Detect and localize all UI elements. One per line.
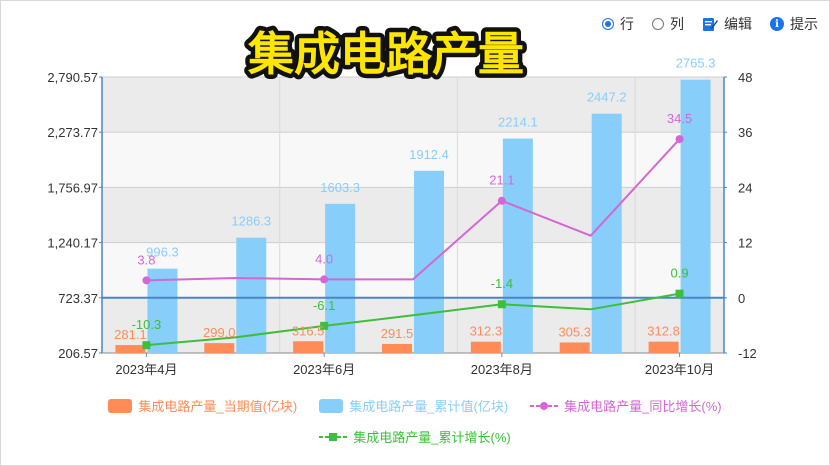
bar-current [115,345,146,353]
left-tick-label: 2,790.57 [47,70,98,85]
data-label-cum-growth: 0.9 [671,266,689,281]
x-tick-label: 2023年10月 [645,362,714,377]
point-cum-growth [320,321,329,330]
point-yoy [675,135,684,144]
legend-label-cum-growth: 集成电路产量_累计增长(%) [353,430,511,445]
edit-button[interactable]: 编辑 [702,14,752,34]
data-label-cumulative: 996.3 [146,245,179,260]
right-tick-label: 24 [738,180,752,195]
data-label-cumulative: 1912.4 [409,147,449,162]
right-tick-label: 12 [738,236,752,251]
bar-cumulative [414,170,444,353]
left-tick-label: 1,240.17 [47,236,98,251]
data-label-current: 305.3 [558,324,591,339]
bar-cumulative [591,113,622,353]
point-yoy [320,275,329,284]
line-cum-growth [146,292,680,347]
data-label-yoy: 34.5 [667,111,692,126]
data-label-cum-growth: -1.4 [491,276,513,291]
data-label-current: 312.8 [647,324,680,339]
radio-unselected-icon [652,18,664,30]
edit-label: 编辑 [724,16,752,32]
legend-label-current: 集成电路产量_当期值(亿块) [138,399,298,414]
left-tick-label: 2,273.77 [47,125,98,140]
bar-cumulative [502,138,533,353]
right-tick-label: 36 [738,125,752,140]
row-radio-label: 行 [620,16,634,32]
left-tick-label: 723.37 [58,291,98,306]
data-label-yoy: 3.8 [137,252,155,267]
bar-current [382,343,412,353]
bar-cumulative [680,79,711,353]
data-label-current: 281.1 [114,327,147,342]
info-icon: i [770,17,784,31]
bar-current [559,342,590,353]
legend-item-cumulative[interactable]: 集成电路产量_累计值(亿块) [319,396,508,415]
legend-item-cum-growth[interactable]: 集成电路产量_累计增长(%) [319,427,511,446]
data-label-yoy: 4.0 [315,251,333,266]
tip-label: 提示 [790,16,818,32]
legend-row-1: 集成电路产量_当期值(亿块) 集成电路产量_累计值(亿块) 集成电路产量_同比增… [0,396,830,415]
point-cum-growth [142,341,151,350]
point-cum-growth [497,300,506,309]
left-tick-label: 206.57 [58,346,98,361]
plot-band [102,242,724,298]
data-label-current: 312.3 [470,324,503,339]
point-yoy [142,276,151,285]
column-radio[interactable]: 列 [652,14,684,34]
bar-cumulative [147,268,178,353]
x-tick-label: 2023年6月 [293,362,355,377]
data-label-cum-growth: -6.1 [313,298,335,313]
data-label-cumulative: 2447.2 [587,90,627,105]
right-tick-label: 48 [738,70,752,85]
data-label-cumulative: 1286.3 [231,214,271,229]
data-label-cum-growth: -10.3 [132,317,162,332]
bar-current [204,343,235,353]
line-yoy [146,138,681,282]
left-tick-label: 1,756.97 [47,180,98,195]
x-tick-label: 2023年8月 [471,362,533,377]
legend-swatch-cumulative [319,398,344,413]
right-tick-label: 0 [738,291,745,306]
x-tick-label: 2023年4月 [115,362,177,377]
legend-swatch-cum-growth [319,432,348,441]
plot-band [102,187,724,243]
legend-item-current[interactable]: 集成电路产量_当期值(亿块) [108,396,297,415]
legend-label-cumulative: 集成电路产量_累计值(亿块) [349,399,509,414]
data-label-cumulative: 1603.3 [320,180,360,195]
plot-band [102,77,724,133]
edit-icon [703,18,718,31]
data-label-current: 299.0 [203,325,236,340]
data-label-cumulative: 2214.1 [498,115,538,130]
bar-current [470,341,501,353]
legend-label-yoy: 集成电路产量_同比增长(%) [564,399,722,414]
bar-current [648,341,679,353]
row-radio[interactable]: 行 [602,14,634,34]
data-label-yoy: 21.1 [489,173,514,188]
legend-item-yoy[interactable]: 集成电路产量_同比增长(%) [530,396,722,415]
point-yoy [497,196,506,205]
chart-title: 集成电路产量 [247,27,524,81]
radio-selected-icon [602,18,614,30]
point-cum-growth [675,289,684,298]
tip-button[interactable]: i 提示 [770,14,818,34]
legend-swatch-yoy [530,401,559,410]
bar-current [293,341,324,353]
legend-row-2: 集成电路产量_累计增长(%) [0,427,830,446]
data-label-current: 316.5 [292,323,325,338]
chart-toolbar: 行 列 编辑 i 提示 [602,14,818,34]
right-tick-label: -12 [738,346,757,361]
data-label-cumulative: 2765.3 [676,56,716,71]
legend-swatch-current [108,398,133,413]
data-label-current: 291.5 [381,326,414,341]
column-radio-label: 列 [670,16,684,32]
